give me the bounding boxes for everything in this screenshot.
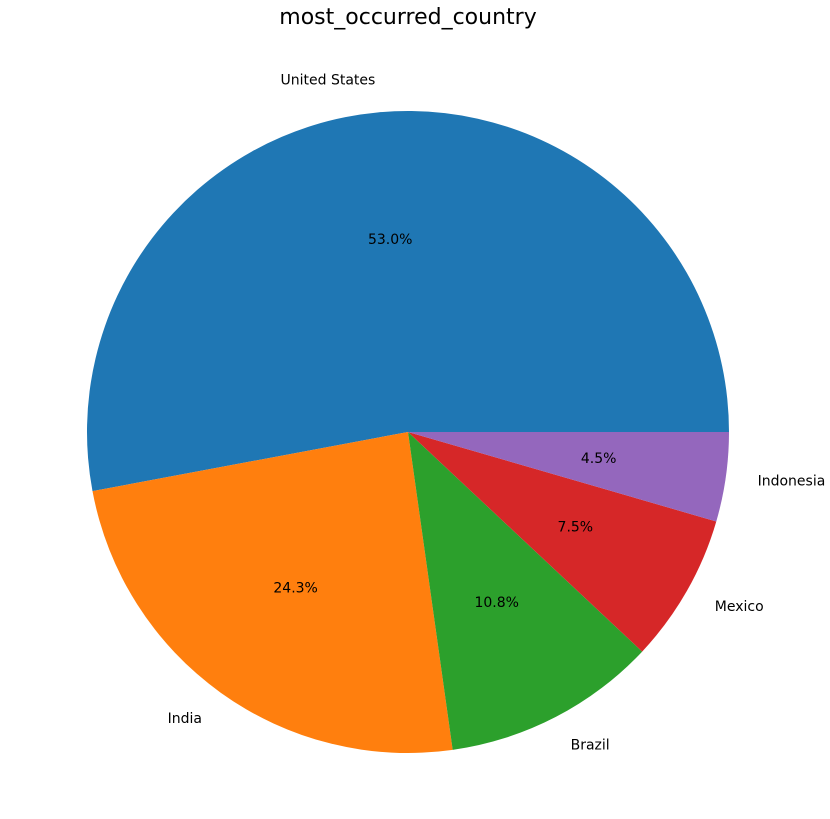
pie-category-label: India [168,711,202,727]
pie-percent-labels: 53.0% 24.3% 10.8% 7.5% 4.5% [273,232,616,611]
pie-slice-brazil [408,432,643,750]
pie-percent-label: 10.8% [474,595,518,611]
pie-slice-united-states [86,110,730,492]
pie-category-label: Indonesia [758,474,826,490]
pie-category-label: Mexico [715,599,764,615]
pie-percent-label: 7.5% [558,519,594,535]
pie-slices [86,110,730,753]
pie-percent-label: 4.5% [581,451,617,467]
pie-slice-india [92,432,453,753]
pie-category-label: United States [281,72,376,88]
pie-percent-label: 53.0% [368,232,412,248]
pie-slice-mexico [408,432,717,652]
pie-category-label: Brazil [571,737,610,753]
pie-percent-label: 24.3% [273,580,317,596]
chart-title: most_occurred_country [279,5,536,30]
pie-slice-indonesia [408,432,729,522]
pie-category-labels: United States India Brazil Mexico Indonesia [168,72,826,753]
